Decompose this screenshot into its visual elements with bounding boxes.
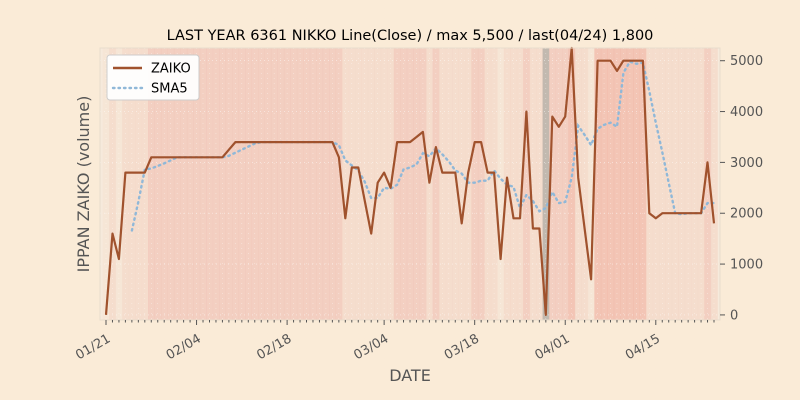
y-tick-label: 0	[730, 308, 738, 323]
legend: ZAIKO SMA5	[106, 54, 200, 101]
band	[555, 48, 563, 320]
y-axis-label: IPPAN ZAIKO (volume)	[74, 96, 93, 273]
band	[659, 48, 666, 320]
x-tick-label: 01/21	[73, 331, 113, 363]
band	[600, 48, 608, 320]
y-tick-label: 2000	[730, 207, 763, 222]
series-lines	[104, 46, 716, 316]
x-tick-label: 02/18	[254, 331, 294, 363]
x-axis-label: DATE	[389, 366, 431, 385]
x-tick-label: 02/04	[164, 331, 204, 363]
y-tick-label: 1000	[730, 258, 763, 273]
x-tick-label: 03/18	[442, 331, 482, 363]
y-axis: 0 1000 2000 3000 4000 5000	[720, 54, 763, 323]
x-axis: 01/21 02/04 02/18 03/04 03/18 04/01 04/15	[73, 320, 715, 363]
x-tick-label: 03/04	[351, 331, 391, 363]
x-tick-label: 04/15	[623, 331, 663, 363]
x-tick-label: 04/01	[532, 331, 572, 363]
y-tick-label: 4000	[730, 105, 763, 120]
band	[542, 48, 550, 320]
legend-label-sma5: SMA5	[151, 82, 188, 97]
y-tick-label: 5000	[730, 54, 763, 69]
chart-title: LAST YEAR 6361 NIKKO Line(Close) / max 5…	[167, 28, 654, 44]
y-tick-label: 3000	[730, 156, 763, 171]
band	[613, 48, 621, 320]
series-sma5-line	[130, 60, 716, 232]
series-zaiko-line	[104, 46, 716, 316]
band	[671, 48, 679, 320]
legend-label-zaiko: ZAIKO	[151, 62, 191, 77]
